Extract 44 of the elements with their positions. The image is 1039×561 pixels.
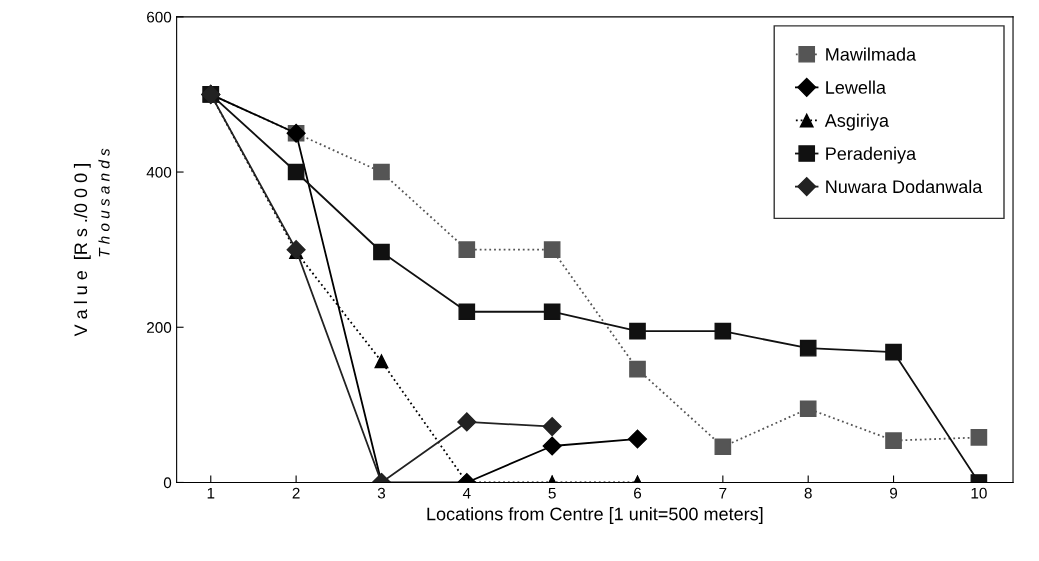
point [373,163,390,181]
point [287,163,305,181]
point [542,436,562,456]
x-tick-label: 10 [971,487,987,499]
point [458,241,476,258]
point [543,241,561,258]
legend-label: Mawilmada [826,47,917,61]
text: T h o u s a n d s [98,148,110,257]
x-tick-label: 1 [207,487,215,499]
x-tick-label: 7 [719,487,727,499]
x-tick-label: 9 [890,487,898,499]
legend-label: Nuwara Dodanwala [826,179,983,194]
legend-label: Asgiriya [824,113,889,131]
legend-label: Lewella [826,80,886,94]
point [286,240,306,260]
y-axis-title: V a l u e [R s ./0 0 0 ] [73,164,91,337]
x-tick-label: 4 [462,487,471,499]
x-tick-label: 5 [548,487,556,499]
point [373,243,390,261]
point [458,303,476,321]
x-tick-label: 8 [804,487,812,499]
x-tick-label: 2 [292,487,300,499]
x-tick-label: 3 [377,487,386,499]
point [543,303,561,321]
point [629,322,646,340]
point [627,429,648,449]
y-tick-label: 200 [147,322,172,333]
x-tick-label: 6 [634,487,642,499]
point [542,417,562,437]
point [885,432,902,449]
point [374,354,389,369]
point [970,429,988,446]
y-tick-label: 400 [146,166,172,178]
point [799,400,817,418]
point [714,322,732,340]
point [799,339,817,357]
y-tick-label: 600 [147,11,172,23]
point [457,412,477,432]
x-axis-title: Locations from Centre [1 unit=500 meters] [427,507,763,524]
legend-label: Peradeniya [826,146,917,164]
point [885,343,902,361]
point [629,360,646,378]
y-tick-label: 0 [163,477,172,489]
point [714,438,732,456]
